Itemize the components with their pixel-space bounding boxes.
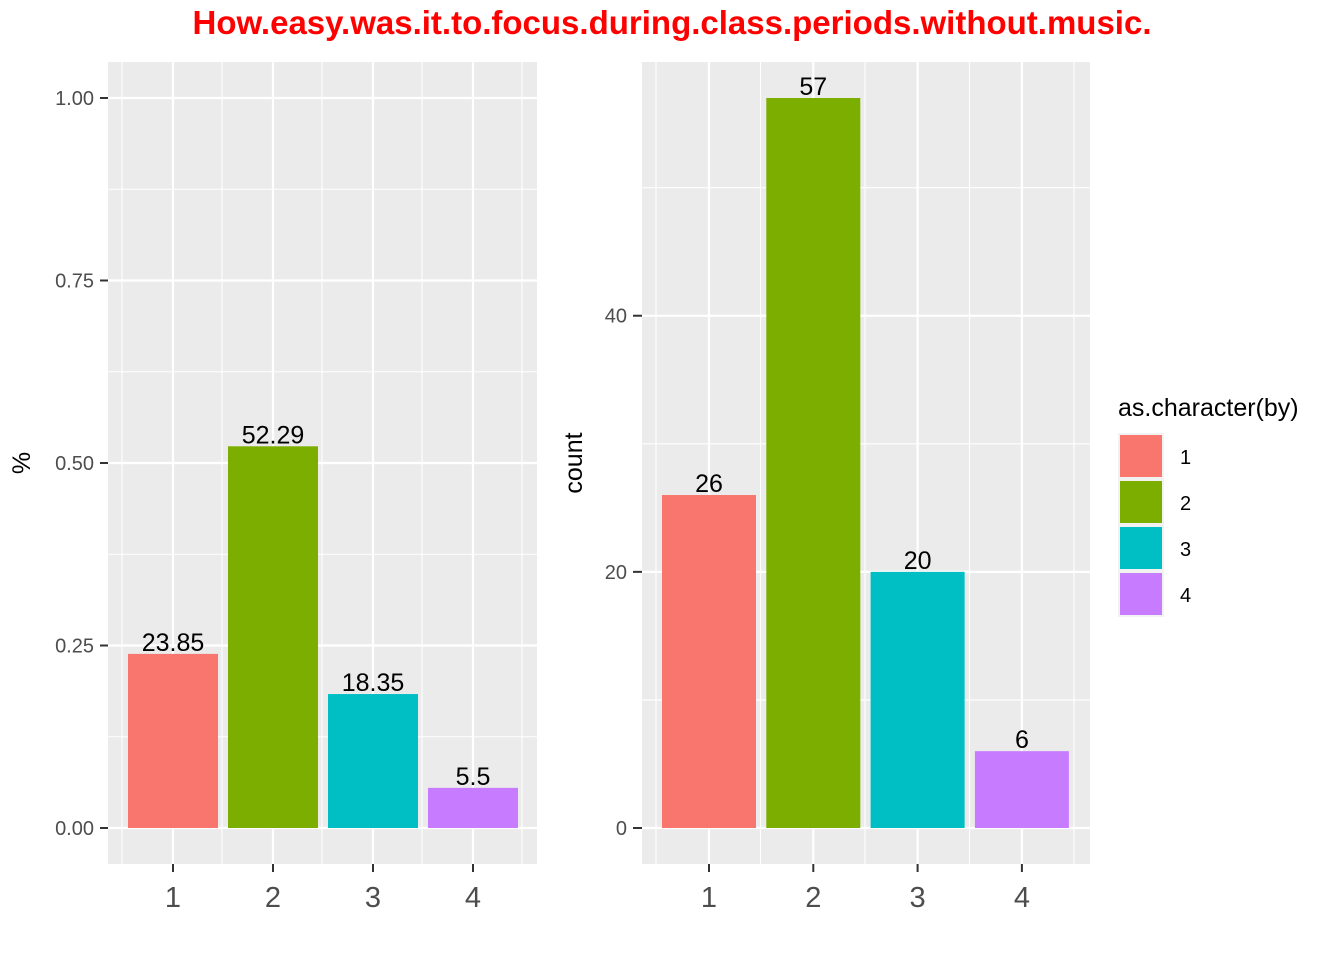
y-tick-label: 0 [616,818,627,840]
y-tick-label: 0.50 [55,453,94,475]
y-tick-label: 0.75 [55,271,94,293]
bar-3 [328,694,418,828]
bar-1 [128,653,218,828]
data-label: 26 [695,470,723,498]
data-label: 18.35 [342,669,405,697]
bar-1 [662,495,756,828]
legend-item-label: 1 [1180,447,1191,469]
legend-title: as.character(by) [1118,394,1299,422]
data-label: 20 [904,547,932,575]
bar-4 [974,751,1069,828]
legend-swatch-4 [1120,573,1162,615]
x-tick-label: 1 [165,882,181,914]
data-label: 52.29 [242,421,305,449]
y-tick-label: 20 [605,562,627,584]
y-tick-label: 0.00 [55,818,94,840]
bar-2 [228,446,318,828]
y-tick-label: 0.25 [55,636,94,658]
legend-item-label: 2 [1180,493,1191,515]
data-label: 23.85 [142,629,205,657]
legend-swatch-2 [1120,481,1162,523]
x-tick-label: 2 [265,882,281,914]
y-tick-label: 1.00 [55,88,94,110]
bar-4 [428,787,518,828]
bar-3 [870,571,965,828]
chart-title: How.easy.was.it.to.focus.during.class.pe… [192,4,1152,41]
legend: as.character(by) 1 2 3 4 [1118,394,1299,617]
x-tick-label: 2 [805,882,821,914]
legend-swatch-1 [1120,435,1162,477]
y-axis-label: % [8,452,36,474]
x-tick-label: 1 [701,882,717,914]
legend-swatch-3 [1120,527,1162,569]
left-chart-panel: 0.00 0.25 0.50 0.75 1.00 23.85 1 52.29 2 18.35 3 5.… [8,62,537,914]
x-tick-label: 3 [910,882,926,914]
x-tick-label: 4 [1014,882,1030,914]
y-tick-label: 40 [605,306,627,328]
right-chart-panel: 0 20 40 26 1 57 2 20 3 6 4 count [560,62,1090,914]
legend-item-label: 4 [1180,585,1191,607]
y-axis-label: count [560,432,588,493]
data-label: 5.5 [456,763,491,791]
bar-2 [766,98,861,828]
x-tick-label: 4 [465,882,481,914]
x-tick-label: 3 [365,882,381,914]
legend-item-label: 3 [1180,539,1191,561]
data-label: 57 [799,73,827,101]
data-label: 6 [1015,726,1029,754]
